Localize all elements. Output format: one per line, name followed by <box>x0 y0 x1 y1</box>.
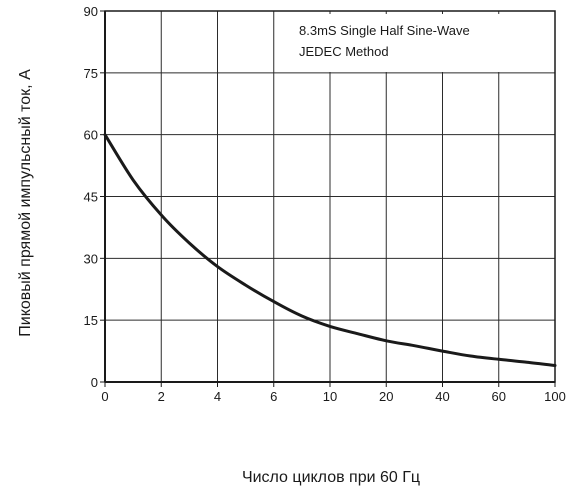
y-tick-label: 30 <box>84 251 98 266</box>
x-tick-label: 6 <box>270 389 277 404</box>
x-tick-label: 2 <box>158 389 165 404</box>
x-tick-label: 4 <box>214 389 221 404</box>
x-tick-label: 0 <box>101 389 108 404</box>
y-tick-label: 0 <box>91 375 98 390</box>
annotation-line-1: 8.3mS Single Half Sine-Wave <box>299 23 470 38</box>
x-tick-label: 40 <box>435 389 449 404</box>
annotation-box <box>289 14 551 72</box>
grid <box>105 11 555 382</box>
y-tick-label: 60 <box>84 128 98 143</box>
x-tick-label: 10 <box>323 389 337 404</box>
y-tick-label: 45 <box>84 190 98 205</box>
y-tick-labels: 0 15 30 45 60 75 90 <box>84 4 105 390</box>
x-tick-label: 100 <box>544 389 566 404</box>
series-layer <box>103 133 557 367</box>
y-tick-label: 90 <box>84 4 98 19</box>
series-line <box>103 133 557 367</box>
annotation-line-2: JEDEC Method <box>299 44 389 59</box>
x-tick-label: 60 <box>492 389 506 404</box>
x-tick-label: 20 <box>379 389 393 404</box>
x-axis-label: Число циклов при 60 Гц <box>242 469 420 486</box>
y-tick-label: 75 <box>84 66 98 81</box>
y-axis-label: Пиковый прямой импульсный ток, А <box>17 69 34 337</box>
y-tick-label: 15 <box>84 313 98 328</box>
x-tick-labels: 0 2 4 6 10 20 40 60 100 <box>101 382 566 404</box>
